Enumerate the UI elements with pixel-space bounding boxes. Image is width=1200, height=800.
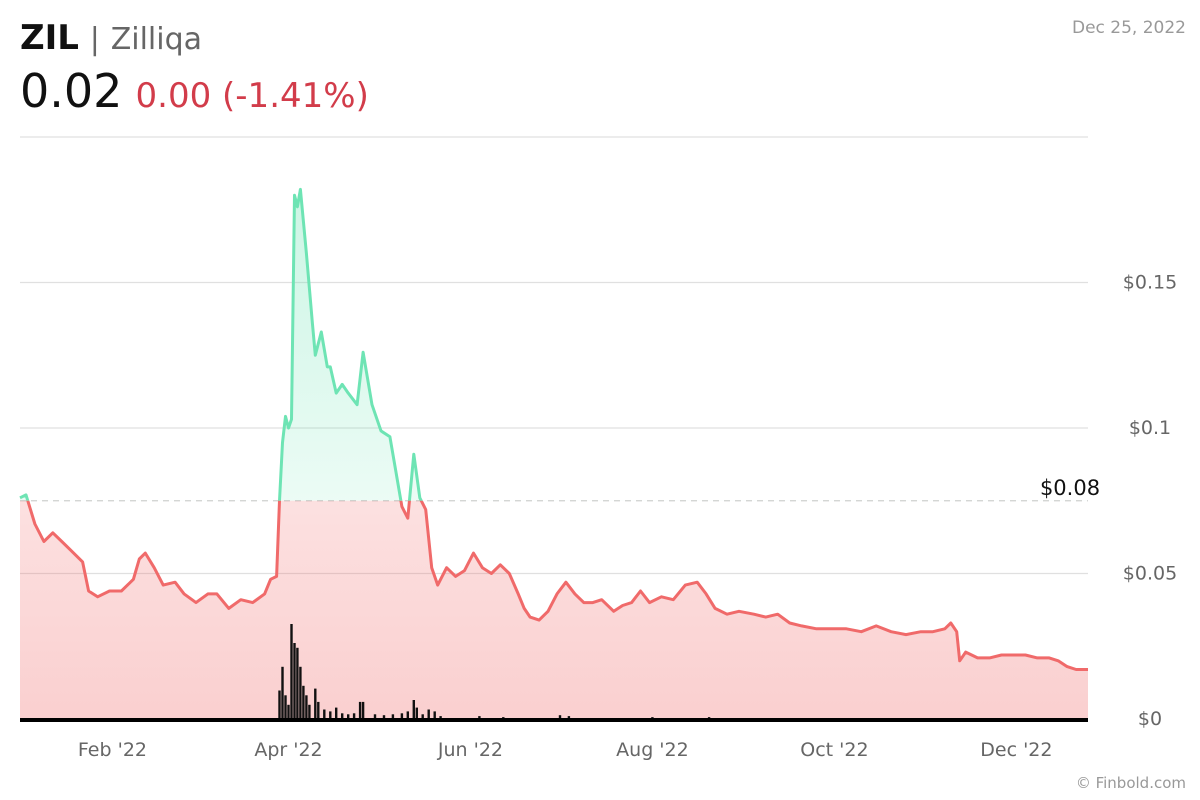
y-tick-label: $0.15 [1123,272,1177,294]
asset-name: Zilliqa [110,22,203,57]
volume-bar [293,643,296,719]
volume-bar [358,701,362,719]
price-line-below [26,500,1088,671]
x-tick-label: Aug '22 [616,739,689,761]
x-tick-label: Jun '22 [437,739,503,761]
volume-bar [373,714,377,720]
price-row: 0.02 0.00 (-1.41%) [20,62,369,131]
y-tick-label: $0 [1138,708,1162,730]
volume-bar [427,709,430,719]
volume-bar [406,711,409,719]
reference-label: $0.08 [1040,476,1100,500]
volume-bar [347,714,350,720]
volume-bar [439,716,442,719]
volume-bar [290,624,293,719]
ticker-separator: | [89,22,100,57]
volume-bar [302,685,305,720]
chart-date: Dec 25, 2022 [1071,18,1186,38]
volume-bar [391,714,395,720]
y-tick-label: $0.05 [1123,563,1177,585]
price-change: 0.00 (-1.41%) [135,76,369,116]
x-tick-label: Dec '22 [980,739,1052,761]
axis-labels: $0.05 $0.1 $0.15 $0 $0.08 Feb '22 Apr '22 Jun '… [20,272,1177,761]
volume-bar [284,695,287,720]
volume-bar [361,701,365,719]
x-tick-label: Feb '22 [78,739,147,761]
current-price: 0.02 [20,64,123,118]
volume-bar [296,647,299,720]
volume-bar [335,707,338,719]
grid-lines [20,136,1088,575]
ticker-symbol: ZIL [20,18,79,58]
volume-bar [400,713,404,719]
y-tick-label: $0.1 [1129,417,1171,439]
volume-bar [341,713,344,719]
volume-bar [314,688,317,719]
ticker-heading: ZIL | Zilliqa [20,16,202,62]
volume-bar [415,707,418,719]
volume-bar [278,690,281,719]
x-tick-label: Oct '22 [800,739,868,761]
x-tick-label: Apr '22 [254,739,322,761]
copyright-notice: © Finbold.com [1075,774,1186,792]
volume-bar [323,709,326,719]
volume-bar [329,711,332,719]
volume-bar [421,714,424,720]
volume-bars [278,624,711,720]
volume-bar [308,704,311,720]
volume-bar [478,716,481,719]
volume-bar [412,700,415,719]
price-area [19,187,1088,719]
volume-bar [352,713,356,719]
volume-bar [287,704,290,720]
volume-bar [299,666,302,720]
volume-bar [317,701,320,719]
volume-bar [281,666,284,720]
volume-bar [305,695,308,720]
volume-bar [567,716,571,719]
volume-bar [382,715,386,719]
volume-bar [433,711,436,719]
area-fill-below [20,500,1088,719]
volume-bar [558,715,562,719]
